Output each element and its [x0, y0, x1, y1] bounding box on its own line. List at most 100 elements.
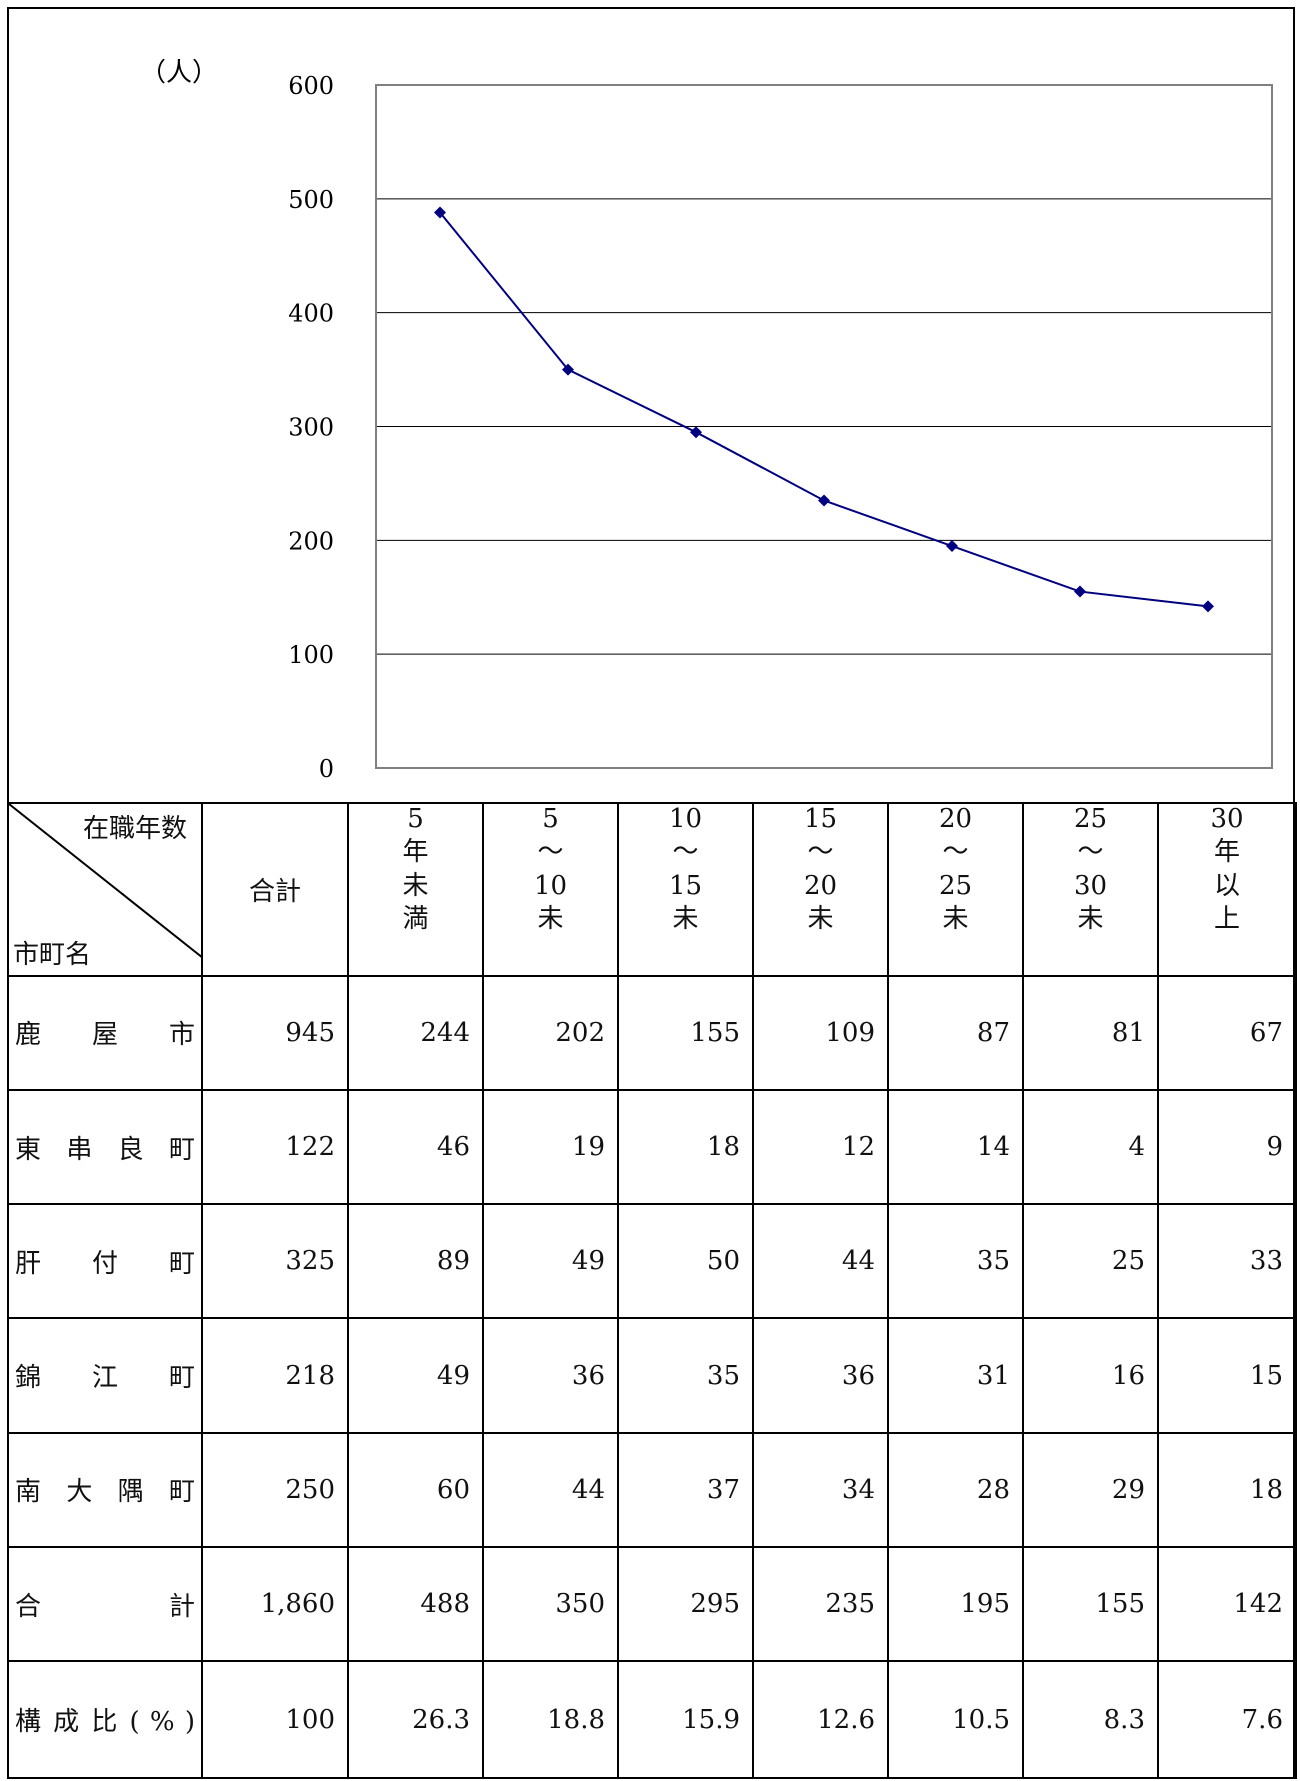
column-header-part: 25 — [938, 870, 973, 901]
row-total-cell: 325 — [201, 1203, 349, 1320]
total-column-header: 合計 — [201, 802, 349, 977]
data-point-marker — [1074, 585, 1086, 598]
data-cell: 44 — [752, 1203, 889, 1320]
data-cell: 18.8 — [482, 1660, 619, 1779]
row-label: 鹿 屋 市 — [7, 974, 203, 1091]
data-cell: 12.6 — [752, 1660, 889, 1779]
column-header: 25 〜 30 未 — [1022, 802, 1159, 977]
data-cell: 244 — [347, 974, 484, 1091]
gridlines — [376, 198, 1272, 655]
data-cell: 25 — [1022, 1203, 1159, 1320]
column-header-part: 25 — [1073, 804, 1108, 834]
y-tick-labels: 0 100 200 300 400 500 600 — [288, 72, 334, 783]
column-header-part: 10 — [533, 870, 568, 901]
column-header-part: 〜 — [537, 837, 564, 868]
series-line — [439, 211, 1209, 608]
data-cell: 18 — [1157, 1431, 1297, 1549]
data-point-marker — [818, 494, 830, 507]
data-cell: 49 — [482, 1203, 619, 1320]
data-cell: 142 — [1157, 1546, 1297, 1663]
row-total-cell: 1,860 — [201, 1546, 349, 1663]
column-header-part: 未 — [807, 903, 834, 934]
column-header-part: 未 — [402, 870, 429, 901]
data-cell: 37 — [617, 1431, 754, 1549]
table-row: 南 大 隅 町 250 60 44 37 34 28 29 18 — [7, 1431, 1297, 1549]
corner-column-label: 在職年数 — [82, 814, 187, 844]
data-cell: 46 — [347, 1088, 484, 1206]
row-total-cell: 250 — [201, 1431, 349, 1549]
y-tick-label: 200 — [288, 527, 334, 555]
column-header-part: 〜 — [807, 837, 834, 868]
column-header-part: 15 — [803, 804, 838, 834]
line-chart: （人） 0 100 200 300 400 500 600 — [140, 58, 1273, 783]
data-cell: 81 — [1022, 974, 1159, 1091]
data-cell: 155 — [1022, 1546, 1159, 1663]
column-header-part: 10 — [668, 804, 703, 834]
data-cell: 29 — [1022, 1431, 1159, 1549]
row-total-cell: 100 — [201, 1660, 349, 1779]
column-header-part: 未 — [537, 903, 564, 934]
row-total-cell: 218 — [201, 1317, 349, 1434]
row-label: 構 成 比 ( % ) — [7, 1660, 203, 1779]
plot-area — [375, 84, 1273, 769]
y-axis-unit-label: （人） — [140, 58, 218, 88]
data-cell: 350 — [482, 1546, 619, 1663]
row-total-cell: 122 — [201, 1088, 349, 1206]
data-cell: 235 — [752, 1546, 889, 1663]
row-label: 肝 付 町 — [7, 1203, 203, 1320]
data-point-marker — [690, 426, 702, 439]
column-header-part: 未 — [1077, 903, 1104, 934]
data-cell: 18 — [617, 1088, 754, 1206]
row-label: 南 大 隅 町 — [7, 1431, 203, 1549]
table-row: 錦 江 町 218 49 36 35 36 31 16 15 — [7, 1317, 1297, 1434]
data-cell: 12 — [752, 1088, 889, 1206]
data-cell: 28 — [887, 1431, 1024, 1549]
table-row: 肝 付 町 325 89 49 50 44 35 25 33 — [7, 1203, 1297, 1320]
data-cell: 109 — [752, 974, 889, 1091]
data-cell: 9 — [1157, 1088, 1297, 1206]
data-cell: 35 — [887, 1203, 1024, 1320]
column-header: 30 年以上 — [1157, 802, 1297, 977]
column-header-part: 30 — [1073, 870, 1108, 901]
data-cell: 14 — [887, 1088, 1024, 1206]
column-header-part: 20 — [803, 870, 838, 901]
data-cell: 67 — [1157, 974, 1297, 1091]
data-point-marker — [434, 206, 446, 219]
table-row: 構 成 比 ( % ) 100 26.3 18.8 15.9 12.6 10.5 8.3 7.6 — [7, 1660, 1297, 1779]
column-header: 20 〜 25 未 — [887, 802, 1024, 977]
column-header-part: 以 — [1213, 870, 1240, 901]
column-header-part: 15 — [668, 870, 703, 901]
data-cell: 10.5 — [887, 1660, 1024, 1779]
row-label: 合 計 — [7, 1546, 203, 1663]
data-cell: 87 — [887, 974, 1024, 1091]
column-header: 15 〜 20 未 — [752, 802, 889, 977]
data-cell: 8.3 — [1022, 1660, 1159, 1779]
data-cell: 89 — [347, 1203, 484, 1320]
diagonal-divider — [9, 804, 203, 958]
series-markers — [434, 206, 1214, 613]
data-cell: 33 — [1157, 1203, 1297, 1320]
data-cell: 26.3 — [347, 1660, 484, 1779]
data-cell: 60 — [347, 1431, 484, 1549]
data-cell: 15 — [1157, 1317, 1297, 1434]
data-cell: 50 — [617, 1203, 754, 1320]
column-header-part: 20 — [938, 804, 973, 834]
y-tick-label: 400 — [288, 300, 334, 328]
row-label: 東 串 良 町 — [7, 1088, 203, 1206]
y-tick-label: 100 — [288, 641, 334, 669]
corner-header-cell: 在職年数 市町名 — [7, 802, 203, 977]
column-header-part: 上 — [1213, 903, 1240, 934]
data-cell: 202 — [482, 974, 619, 1091]
data-cell: 195 — [887, 1546, 1024, 1663]
data-point-marker — [1202, 600, 1214, 613]
column-header-part: 5 — [407, 804, 424, 834]
y-tick-label: 300 — [288, 414, 334, 442]
data-cell: 35 — [617, 1317, 754, 1434]
data-cell: 15.9 — [617, 1660, 754, 1779]
row-total-cell: 945 — [201, 974, 349, 1091]
column-header-part: 未 — [942, 903, 969, 934]
column-header-part: 〜 — [672, 837, 699, 868]
column-header-part: 未 — [672, 903, 699, 934]
data-cell: 7.6 — [1157, 1660, 1297, 1779]
